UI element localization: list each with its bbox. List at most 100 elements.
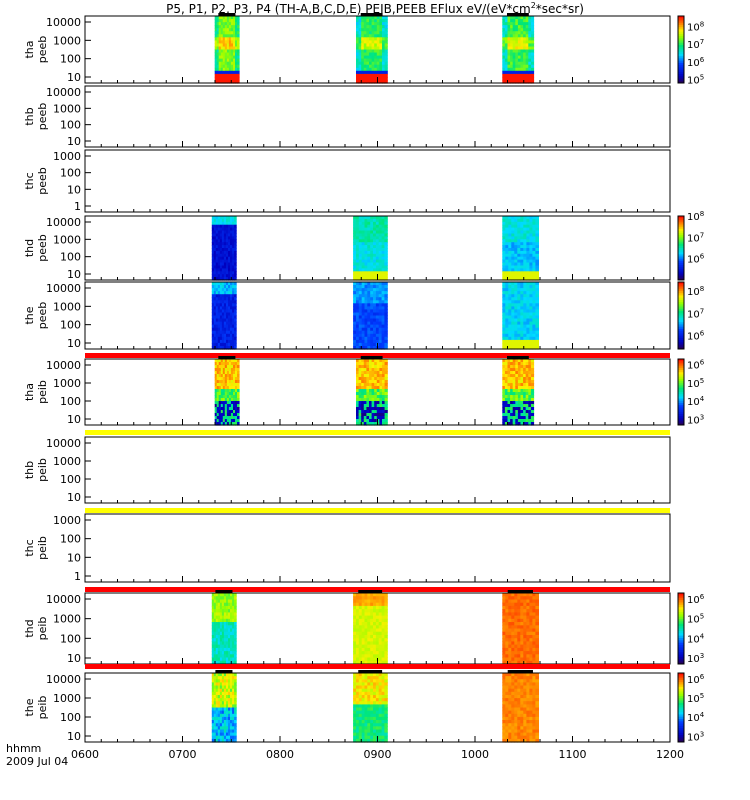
spectrogram-cell (510, 362, 514, 366)
spectrogram-cell (369, 419, 373, 423)
spectrogram-cell (505, 615, 509, 620)
spectrogram-cell (504, 371, 509, 375)
spectrogram-cell (508, 309, 512, 313)
spectrogram-cell (237, 73, 240, 78)
spectrogram-cell (511, 259, 515, 264)
spectrogram-cell (517, 19, 522, 23)
spectrogram-cell (510, 37, 514, 41)
spectrogram-cell (508, 628, 512, 633)
spectrogram-cell (526, 282, 530, 286)
spectrogram-cell (523, 398, 527, 402)
spectrogram-cell (525, 25, 529, 29)
spectrogram-cell (508, 660, 512, 665)
spectrogram-cell (353, 253, 357, 258)
spectrogram-cell (529, 248, 533, 252)
spectrogram-cell (219, 239, 223, 243)
spectrogram-cell (220, 52, 224, 57)
spectrogram-cell (223, 265, 227, 269)
spectrogram-cell (226, 679, 229, 683)
spectrogram-cell (232, 248, 235, 252)
spectrogram-cell (510, 67, 514, 72)
spectrogram-cell (375, 256, 380, 261)
spectrogram-cell (529, 622, 533, 626)
spectrogram-cell (374, 70, 378, 75)
spectrogram-cell (232, 277, 235, 281)
spectrogram-cell (532, 236, 536, 240)
spectrogram-cell (226, 628, 229, 633)
spectrogram-cell (381, 277, 385, 281)
spectrogram-cell (361, 58, 365, 63)
spectrogram-cell (217, 622, 221, 626)
spectrogram-cell (228, 622, 231, 626)
spectrogram-cell (219, 268, 223, 272)
spectrogram-cell (529, 294, 533, 298)
spectrogram-cell (234, 342, 237, 347)
spectrogram-cell (370, 221, 374, 226)
spectrogram-cell (520, 230, 524, 234)
spectrogram-cell (358, 723, 363, 727)
colorbar-step (678, 374, 684, 378)
spectrogram-cell (535, 262, 539, 266)
spectrogram-cell (535, 277, 539, 281)
y-tick-label: 100 (60, 632, 81, 645)
spectrogram-cell (370, 312, 374, 317)
spectrogram-cell (367, 631, 371, 636)
spectrogram-cell (358, 339, 363, 344)
spectrogram-cell (511, 262, 515, 266)
spectrogram-cell (211, 679, 215, 683)
spectrogram-cell (214, 64, 218, 69)
spectrogram-cell (528, 37, 532, 41)
spectrogram-cell (515, 73, 519, 78)
spectrogram-cell (224, 359, 228, 363)
spectrogram-cell (237, 374, 240, 378)
spectrogram-cell (514, 259, 518, 264)
spectrogram-cell (353, 704, 357, 709)
spectrogram-cell (375, 651, 380, 655)
spectrogram-cell (358, 599, 363, 604)
spectrogram-cell (223, 713, 227, 718)
data-interval (353, 590, 388, 665)
spectrogram-cell (224, 31, 228, 35)
spectrogram-cell (366, 413, 370, 417)
spectrogram-cell (216, 73, 220, 78)
spectrogram-cell (371, 64, 375, 69)
spectrogram-cell (374, 386, 378, 390)
spectrogram-cell (237, 359, 240, 363)
spectrogram-cell (232, 259, 235, 264)
spectrogram-cell (511, 644, 515, 649)
spectrogram-cell (221, 685, 225, 690)
spectrogram-cell (375, 622, 380, 626)
spectrogram-cell (356, 635, 360, 639)
spectrogram-cell (217, 342, 221, 347)
spectrogram-cell (373, 248, 377, 252)
spectrogram-cell (526, 306, 530, 310)
spectrogram-cell (230, 688, 233, 693)
spectrogram-cell (226, 46, 230, 51)
spectrogram-cell (517, 596, 521, 600)
spectrogram-cell (526, 297, 530, 301)
spectrogram-cell (224, 362, 228, 366)
spectrogram-cell (507, 61, 511, 66)
spectrogram-cell (507, 416, 511, 420)
spectrogram-cell (526, 309, 530, 313)
spectrogram-cell (213, 638, 217, 642)
colorbar-step (678, 340, 684, 343)
spectrogram-cell (529, 274, 533, 278)
spectrogram-cell (378, 638, 383, 642)
spectrogram-cell (505, 618, 509, 623)
spectrogram-cell (526, 248, 530, 252)
spectrogram-cell (369, 19, 373, 23)
spectrogram-cell (353, 268, 357, 272)
spectrogram-cell (532, 336, 536, 341)
spectrogram-cell (356, 602, 360, 607)
colorbar-step (678, 378, 684, 382)
spectrogram-cell (358, 250, 363, 255)
spectrogram-cell (224, 58, 228, 63)
spectrogram-cell (517, 46, 522, 51)
spectrogram-cell (508, 615, 512, 620)
spectrogram-cell (378, 294, 383, 298)
spectrogram-cell (217, 673, 221, 677)
spectrogram-cell (381, 274, 385, 278)
spectrogram-cell (235, 16, 238, 20)
spectrogram-cell (529, 602, 533, 607)
